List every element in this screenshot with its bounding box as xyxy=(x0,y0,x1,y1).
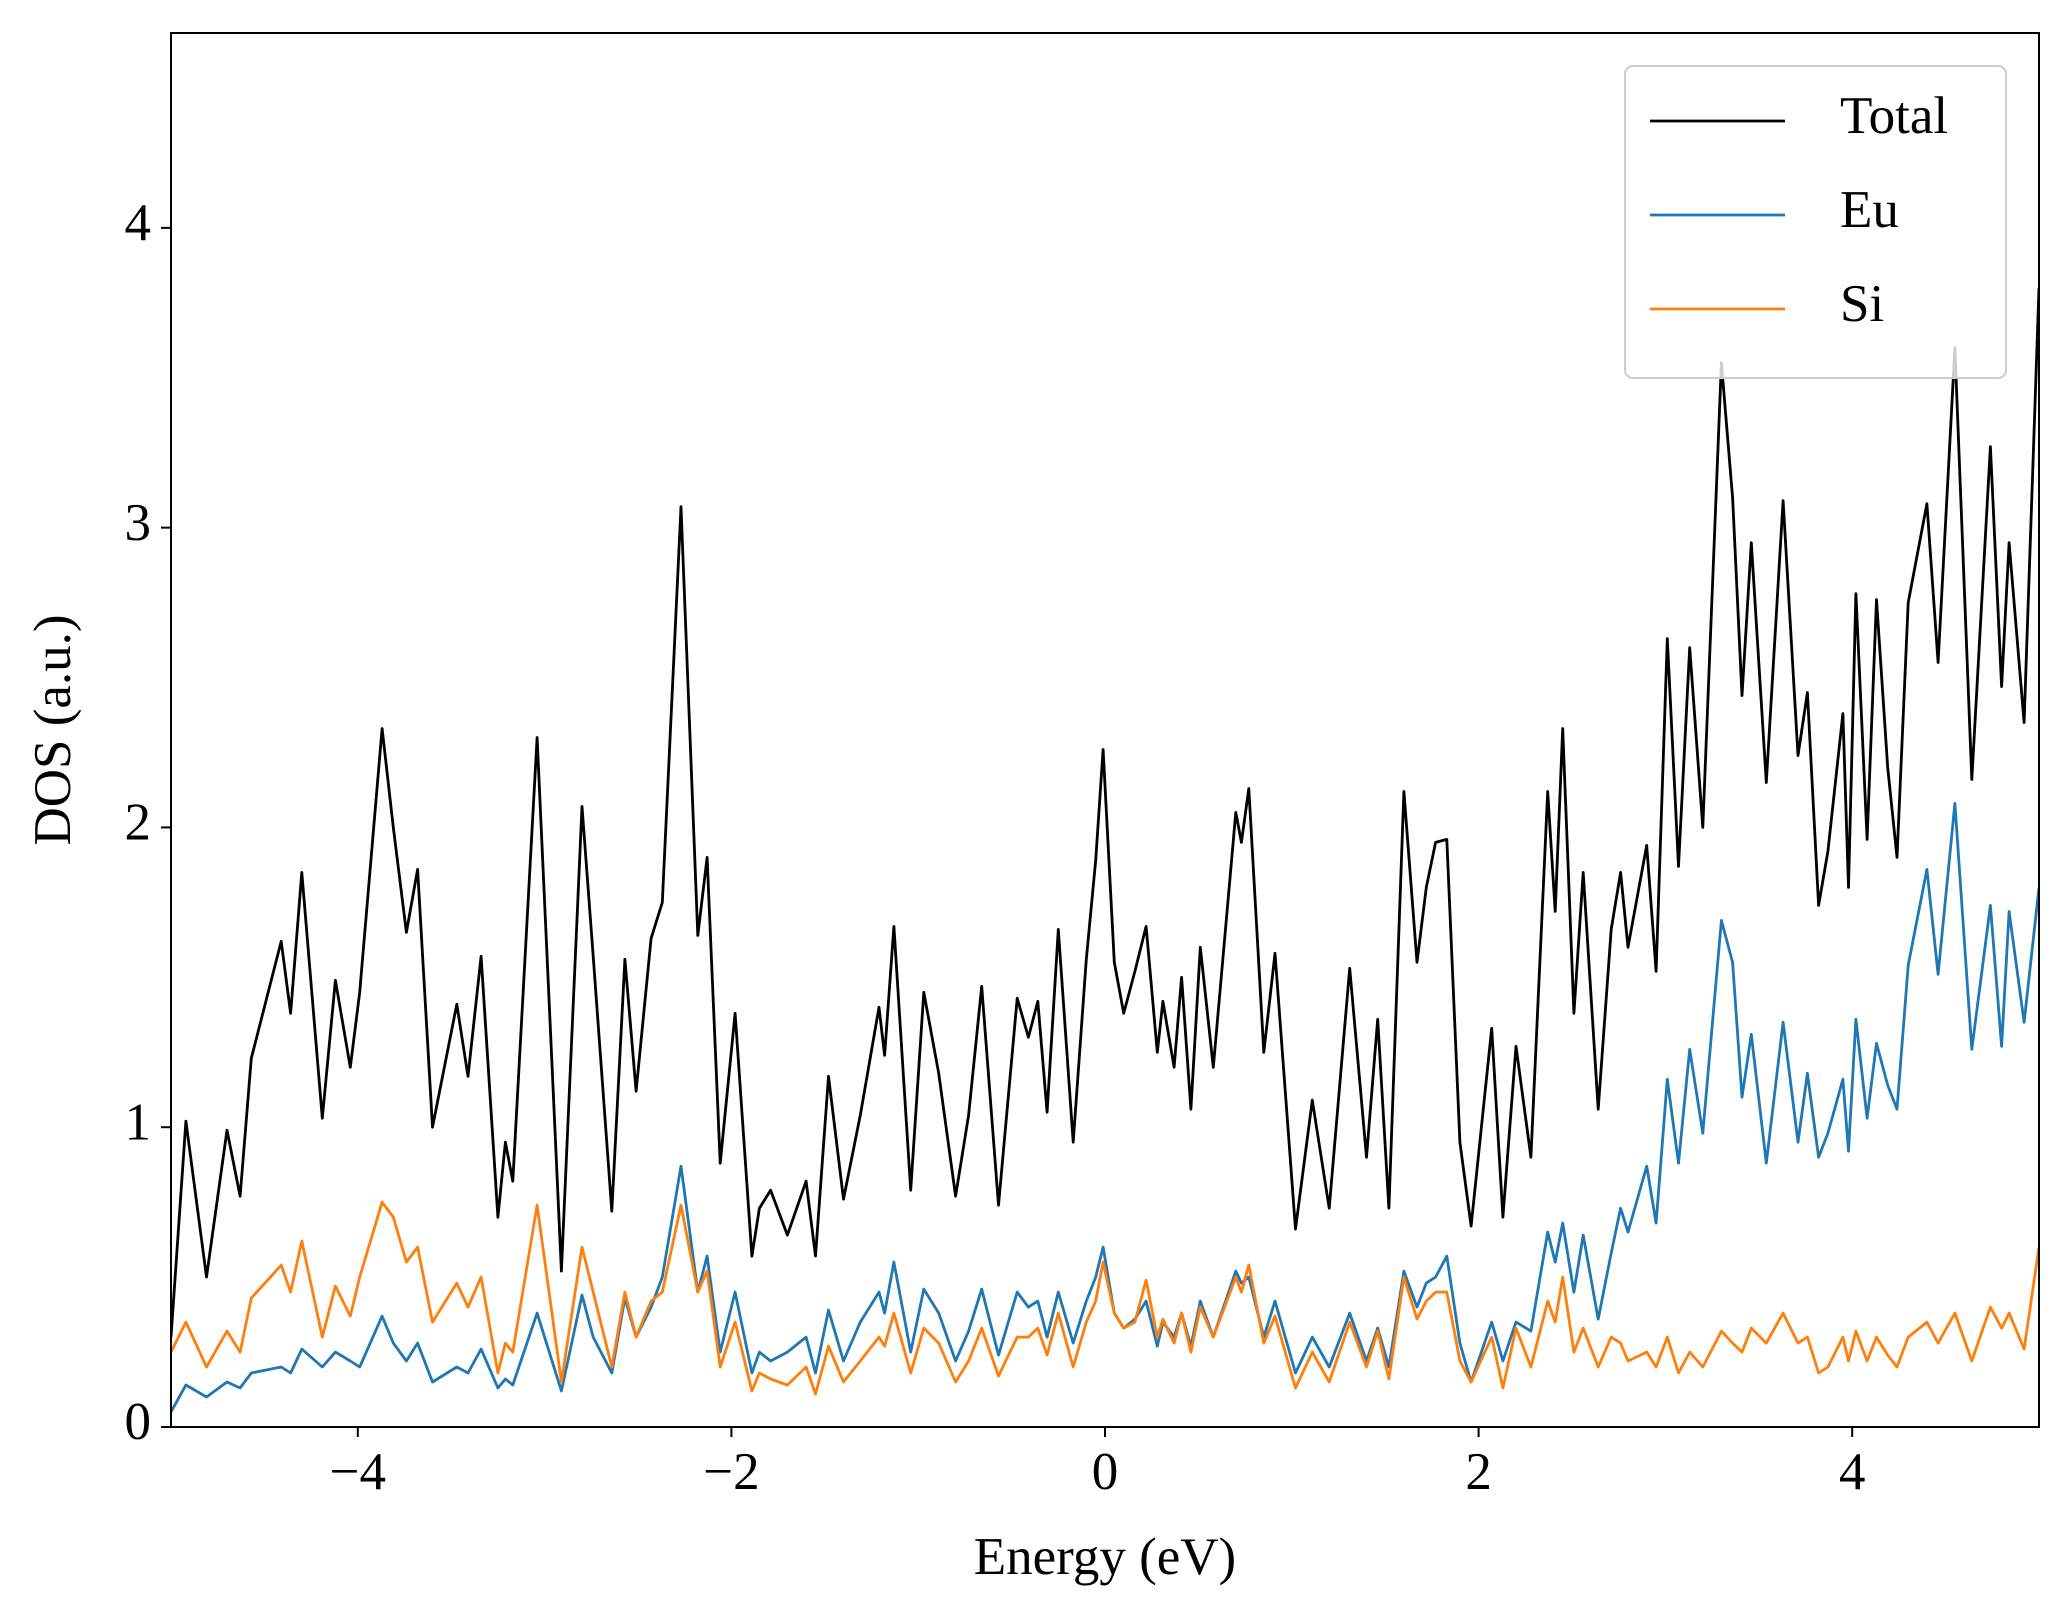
x-tick-label: 4 xyxy=(1839,1443,1866,1501)
series-line xyxy=(171,802,2039,1413)
legend-box xyxy=(1624,65,2007,379)
y-axis-label: DOS (a.u.) xyxy=(24,614,82,845)
y-tick-label: 2 xyxy=(125,794,152,852)
legend-label: Si xyxy=(1840,275,1884,333)
series-line xyxy=(171,1200,2039,1396)
y-tick-label: 0 xyxy=(125,1393,152,1451)
y-tick-label: 3 xyxy=(125,494,152,552)
x-tick-label: 0 xyxy=(1092,1443,1119,1501)
x-tick-label: −4 xyxy=(330,1443,386,1501)
x-tick-label: 2 xyxy=(1465,1443,1492,1501)
y-tick-label: 4 xyxy=(125,194,152,252)
y-tick-label: 1 xyxy=(125,1093,152,1151)
legend-label: Total xyxy=(1840,87,1948,145)
legend-label: Eu xyxy=(1840,181,1899,239)
x-axis-label: Energy (eV) xyxy=(974,1528,1236,1586)
x-tick-label: −2 xyxy=(703,1443,759,1501)
series-line xyxy=(171,287,2039,1338)
